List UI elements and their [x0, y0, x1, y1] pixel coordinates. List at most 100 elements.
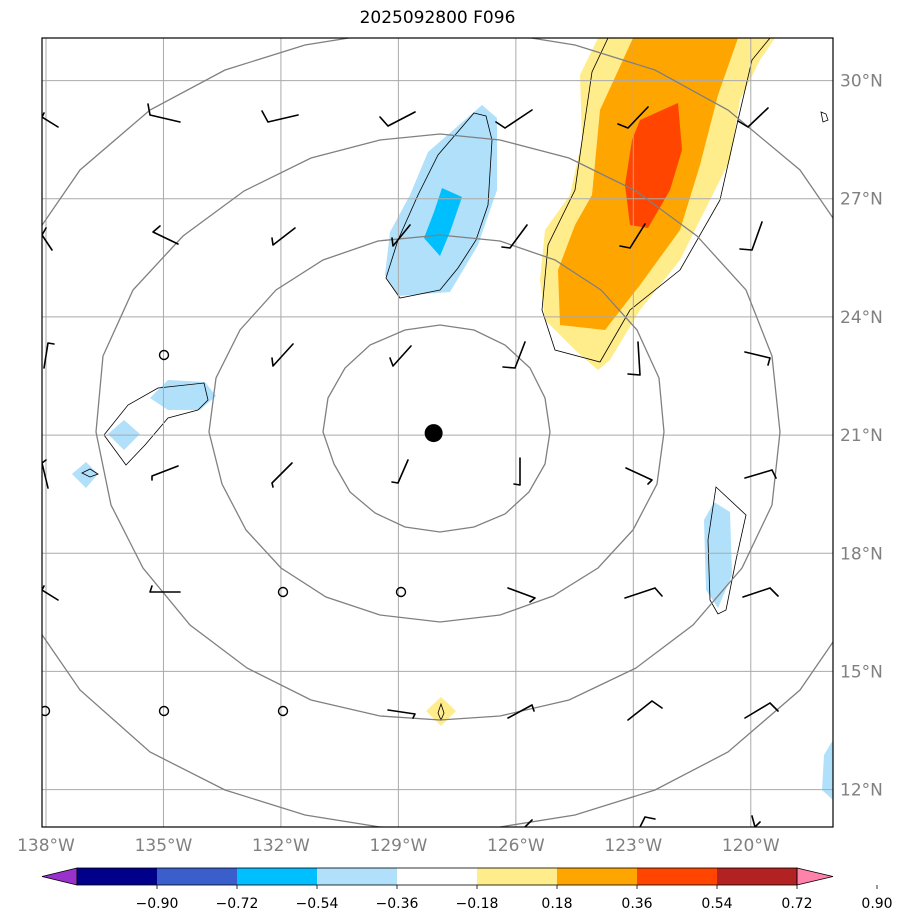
wind-barb [742, 587, 779, 598]
wind-barb [42, 585, 59, 601]
wind-barb [627, 341, 641, 376]
colorbar-segment [637, 868, 718, 885]
wind-barb [495, 109, 533, 129]
colorbar-tick-label: −0.36 [376, 896, 419, 912]
calm-markers [42, 349, 407, 717]
wind-barb [739, 221, 763, 251]
map-frame [41, 37, 834, 828]
colorbar-extend-min [41, 867, 78, 886]
positive-anomaly-south [426, 697, 456, 726]
colorbar-tick-label: 0.36 [621, 896, 652, 912]
wind-barb [625, 467, 653, 485]
contour-west [103, 382, 209, 466]
wind-barb [271, 462, 293, 488]
wind-barb [502, 341, 526, 369]
wind-barb [149, 585, 181, 593]
wind-barb [507, 587, 536, 603]
negative-anomaly-north-core [424, 188, 462, 256]
lat-label: 27°N [840, 190, 883, 210]
calm-circle [277, 705, 289, 717]
wind-barb [261, 110, 299, 123]
wind-barb [744, 702, 779, 719]
lat-axis-labels: 30°N 27°N 24°N 21°N 18°N 15°N 12°N [840, 72, 883, 801]
colorbar-segment [237, 868, 318, 885]
lat-label: 30°N [840, 72, 883, 92]
wind-barb [744, 469, 777, 479]
colorbar-segment [157, 868, 238, 885]
lon-label: 120°W [722, 836, 780, 856]
calm-circle [158, 349, 170, 361]
negative-anomaly-east [704, 502, 732, 608]
wind-barb [271, 343, 294, 367]
lat-label: 21°N [840, 426, 883, 446]
calm-circle [277, 586, 289, 598]
colorbar-segment [717, 868, 798, 885]
gridlines [42, 38, 833, 827]
lon-label: 123°W [604, 836, 662, 856]
wind-barb [617, 106, 649, 129]
colorbar-frame [76, 867, 798, 886]
wind-barb [619, 223, 646, 249]
colorbar-tick-label: 0.54 [701, 896, 732, 912]
contour-ne-edge [820, 111, 829, 123]
wind-barb [751, 815, 761, 827]
lat-label: 12°N [840, 781, 883, 801]
negative-anomaly-west [150, 380, 216, 410]
calm-circle [42, 705, 51, 717]
wind-barb [151, 465, 179, 481]
wind-barb [387, 709, 416, 719]
colorbar-extend-max [796, 867, 834, 886]
colorbar-tick-label: 0.72 [781, 896, 812, 912]
shaded-field-layer [72, 38, 833, 800]
wind-barb [639, 816, 656, 827]
positive-anomaly-core [625, 103, 682, 228]
wind-barb [152, 225, 179, 245]
colorbar-tick-label: −0.72 [216, 896, 259, 912]
wind-barb [391, 224, 411, 247]
lat-label: 18°N [840, 544, 883, 564]
lat-label: 15°N [840, 662, 883, 682]
wind-barb [42, 112, 59, 128]
contour-east [707, 486, 747, 615]
calm-circle [158, 705, 170, 717]
range-ring-4 [42, 38, 833, 827]
wind-barb [744, 351, 771, 366]
contour-ne-band [541, 38, 771, 363]
wind-barb [379, 111, 416, 127]
contour-north [385, 112, 493, 299]
range-ring-3 [95, 133, 781, 721]
colorbar-tick-label: −0.90 [136, 896, 179, 912]
wind-barb [391, 459, 409, 484]
lat-label: 24°N [840, 308, 883, 328]
colorbar-tick-labels: −0.90 −0.72 −0.54 −0.36 −0.18 0.18 0.36 … [136, 896, 893, 912]
contour-lines [81, 38, 829, 722]
wind-barb [624, 587, 663, 599]
colorbar-segment [77, 868, 158, 885]
colorbar-tick-label: 0.18 [541, 896, 572, 912]
map-area [42, 38, 833, 827]
wind-barb [271, 227, 296, 246]
wind-barb [524, 819, 533, 827]
storm-center-marker [424, 424, 443, 443]
colorbar-tick-label: −0.18 [456, 896, 499, 912]
wind-barb [507, 704, 535, 719]
wind-barb [513, 457, 521, 486]
wind-barbs [42, 103, 779, 827]
colorbar-segment [317, 868, 398, 885]
range-ring-2 [208, 234, 665, 623]
colorbar-tick-label: 0.90 [861, 896, 892, 912]
wind-barb [42, 227, 53, 251]
wind-barb [737, 107, 769, 128]
lon-label: 132°W [252, 836, 310, 856]
calm-circle [395, 586, 407, 598]
colorbar [41, 867, 878, 889]
colorbar-segment [557, 868, 638, 885]
lon-axis-labels: 138°W 135°W 132°W 129°W 126°W 123°W 120°… [17, 836, 780, 856]
negative-anomaly-far-west [72, 462, 98, 488]
lon-label: 138°W [17, 836, 75, 856]
wind-barb [43, 342, 55, 369]
colorbar-tick-label: −0.54 [296, 896, 339, 912]
colorbar-segment [477, 868, 558, 885]
range-rings [42, 38, 833, 827]
